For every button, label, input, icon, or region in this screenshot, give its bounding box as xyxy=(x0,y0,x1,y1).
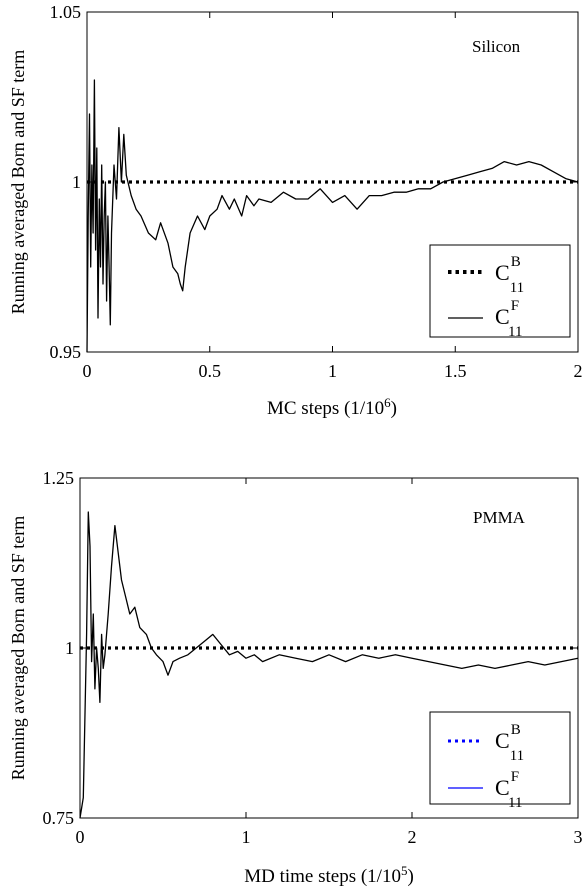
x-tick-label: 2 xyxy=(408,827,417,847)
pmma-y-axis-label: Running averaged Born and SF term xyxy=(8,516,28,780)
y-tick-label: 1.25 xyxy=(43,468,75,488)
y-tick-label: 1 xyxy=(72,172,81,192)
silicon-legend-box xyxy=(429,244,571,338)
x-tick-label: 0.5 xyxy=(199,361,222,381)
silicon-legend-label-born: CB 11 xyxy=(495,254,524,296)
y-tick-label: 1.05 xyxy=(50,2,82,22)
x-tick-label: 1 xyxy=(242,827,251,847)
silicon-annotation: Silicon xyxy=(472,37,521,56)
y-tick-label: 0.75 xyxy=(43,808,75,828)
pmma-legend-label-born: CB 11 xyxy=(495,722,524,764)
pmma-legend: CB 11 CF 11 xyxy=(429,711,571,811)
silicon-legend: CB 11 CF 11 xyxy=(429,244,571,340)
x-tick-label: 0 xyxy=(83,361,92,381)
silicon-fluct-series-line xyxy=(86,79,579,353)
y-tick-label: 1 xyxy=(65,638,74,658)
pmma-fluct-series-line xyxy=(79,511,579,819)
silicon-y-axis-label: Running averaged Born and SF term xyxy=(8,50,28,314)
x-tick-label: 1.5 xyxy=(444,361,467,381)
pmma-chart: 0 1 2 3 0.75 1 1.25 PMMA MD time steps (1/105… xyxy=(8,468,583,887)
pmma-x-axis: 0 1 2 3 xyxy=(76,478,583,847)
pmma-legend-box xyxy=(429,711,571,805)
x-tick-label: 1 xyxy=(328,361,337,381)
silicon-legend-label-fluct: CF 11 xyxy=(495,298,522,340)
x-tick-label: 3 xyxy=(574,827,583,847)
x-tick-label: 0 xyxy=(76,827,85,847)
y-tick-label: 0.95 xyxy=(50,342,82,362)
x-tick-label: 2 xyxy=(574,361,583,381)
pmma-series-layer xyxy=(79,511,579,819)
pmma-x-axis-label: MD time steps (1/105) xyxy=(244,863,414,887)
pmma-y-axis: 0.75 1 1.25 xyxy=(43,468,578,828)
silicon-x-axis: 0 0.5 1 1.5 2 xyxy=(83,12,583,381)
silicon-series-layer xyxy=(86,79,579,353)
pmma-legend-label-fluct: CF 11 xyxy=(495,769,522,811)
silicon-x-axis-label: MC steps (1/106) xyxy=(267,395,397,419)
silicon-chart: 0 0.5 1 1.5 2 0.95 1 1.05 Silicon MC steps (1/… xyxy=(8,2,583,419)
pmma-annotation: PMMA xyxy=(473,508,526,527)
